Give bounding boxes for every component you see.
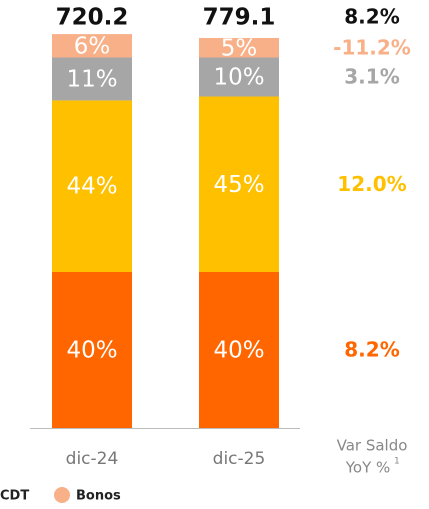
yoy-header: Var Saldo: [337, 437, 408, 455]
total-yoy: 8.2%: [344, 5, 399, 29]
x-tick-label: dic-25: [213, 449, 266, 469]
bar-segment: [199, 38, 279, 58]
x-tick-label: dic-24: [66, 449, 119, 469]
segment-label: 5%: [221, 35, 258, 61]
legend-swatch: [54, 487, 70, 503]
yoy-header: YoY %: [345, 459, 391, 477]
bar-segment: [52, 57, 132, 101]
bar-segment: [199, 272, 279, 428]
yoy-note: 1: [394, 457, 400, 467]
bar-segment: [199, 96, 279, 272]
legend-label: Bonos: [76, 489, 121, 504]
bar-segment: [199, 57, 279, 97]
segment-label: 40%: [66, 338, 117, 364]
legend-label: CDT: [0, 489, 29, 504]
yoy-label: 8.2%: [344, 338, 399, 362]
yoy-label: 3.1%: [344, 65, 399, 89]
yoy-label: -11.2%: [333, 35, 411, 59]
bar-segment: [52, 272, 132, 428]
total-label: 779.1: [203, 5, 276, 31]
segment-label: 45%: [213, 172, 264, 198]
segment-label: 10%: [213, 65, 264, 91]
bar-segment: [52, 34, 132, 58]
segment-label: 40%: [213, 338, 264, 364]
yoy-label: 12.0%: [337, 172, 406, 196]
segment-label: 6%: [74, 33, 111, 59]
segment-label: 44%: [66, 174, 117, 200]
segment-label: 11%: [66, 66, 117, 92]
total-label: 720.2: [56, 5, 129, 31]
bar-segment: [52, 100, 132, 273]
